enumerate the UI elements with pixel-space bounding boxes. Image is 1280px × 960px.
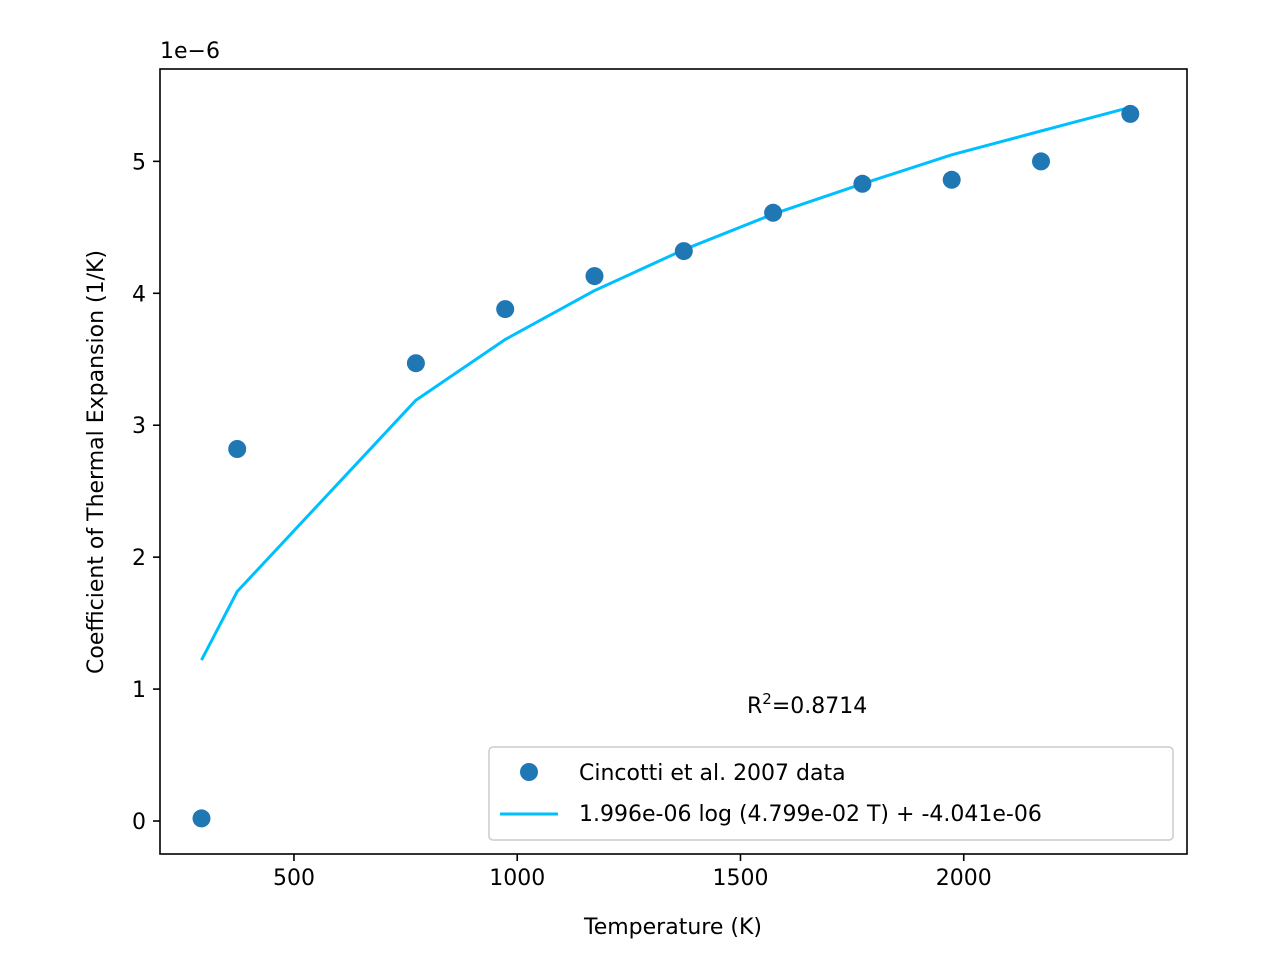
x-axis-label: Temperature (K) [583,915,762,940]
data-point [228,440,247,458]
y-tick-label: 1 [132,678,146,703]
y-axis-offset-label: 1e−6 [160,39,220,64]
legend: Cincotti et al. 2007 data 1.996e-06 log … [488,746,1174,841]
r-squared-base: R [747,694,762,719]
y-tick-label: 5 [132,150,146,175]
legend-marker-data [520,763,538,781]
legend-label-data: Cincotti et al. 2007 data [579,761,846,786]
y-tick-label: 3 [132,414,146,439]
axis-ticks: 500 1000 1500 2000 0 1 2 3 4 5 [132,150,992,891]
data-point [1121,104,1140,123]
y-tick-label: 2 [132,546,146,571]
x-tick-label: 500 [273,866,315,891]
data-point [406,354,425,373]
data-point [853,174,872,193]
data-point [942,170,961,189]
y-axis-label: Coefficient of Thermal Expansion (1/K) [84,250,109,674]
axes-frame [159,68,1188,855]
data-point [585,267,604,286]
data-point [192,809,211,828]
x-tick-label: 2000 [936,866,992,891]
x-tick-label: 1500 [712,866,768,891]
data-point [764,203,783,222]
y-tick-label: 0 [132,810,146,835]
data-point [674,242,693,261]
x-tick-label: 1000 [489,866,545,891]
r-squared-superscript: 2 [762,690,772,708]
r-squared-value: =0.8714 [772,694,867,719]
legend-box [488,746,1174,841]
r-squared-annotation: R2=0.8714 [747,690,867,719]
y-tick-label: 4 [132,282,146,307]
plot-area [192,104,1140,828]
data-point [496,300,515,319]
legend-label-fit: 1.996e-06 log (4.799e-02 T) + -4.041e-06 [579,802,1042,827]
data-point [1032,152,1050,171]
